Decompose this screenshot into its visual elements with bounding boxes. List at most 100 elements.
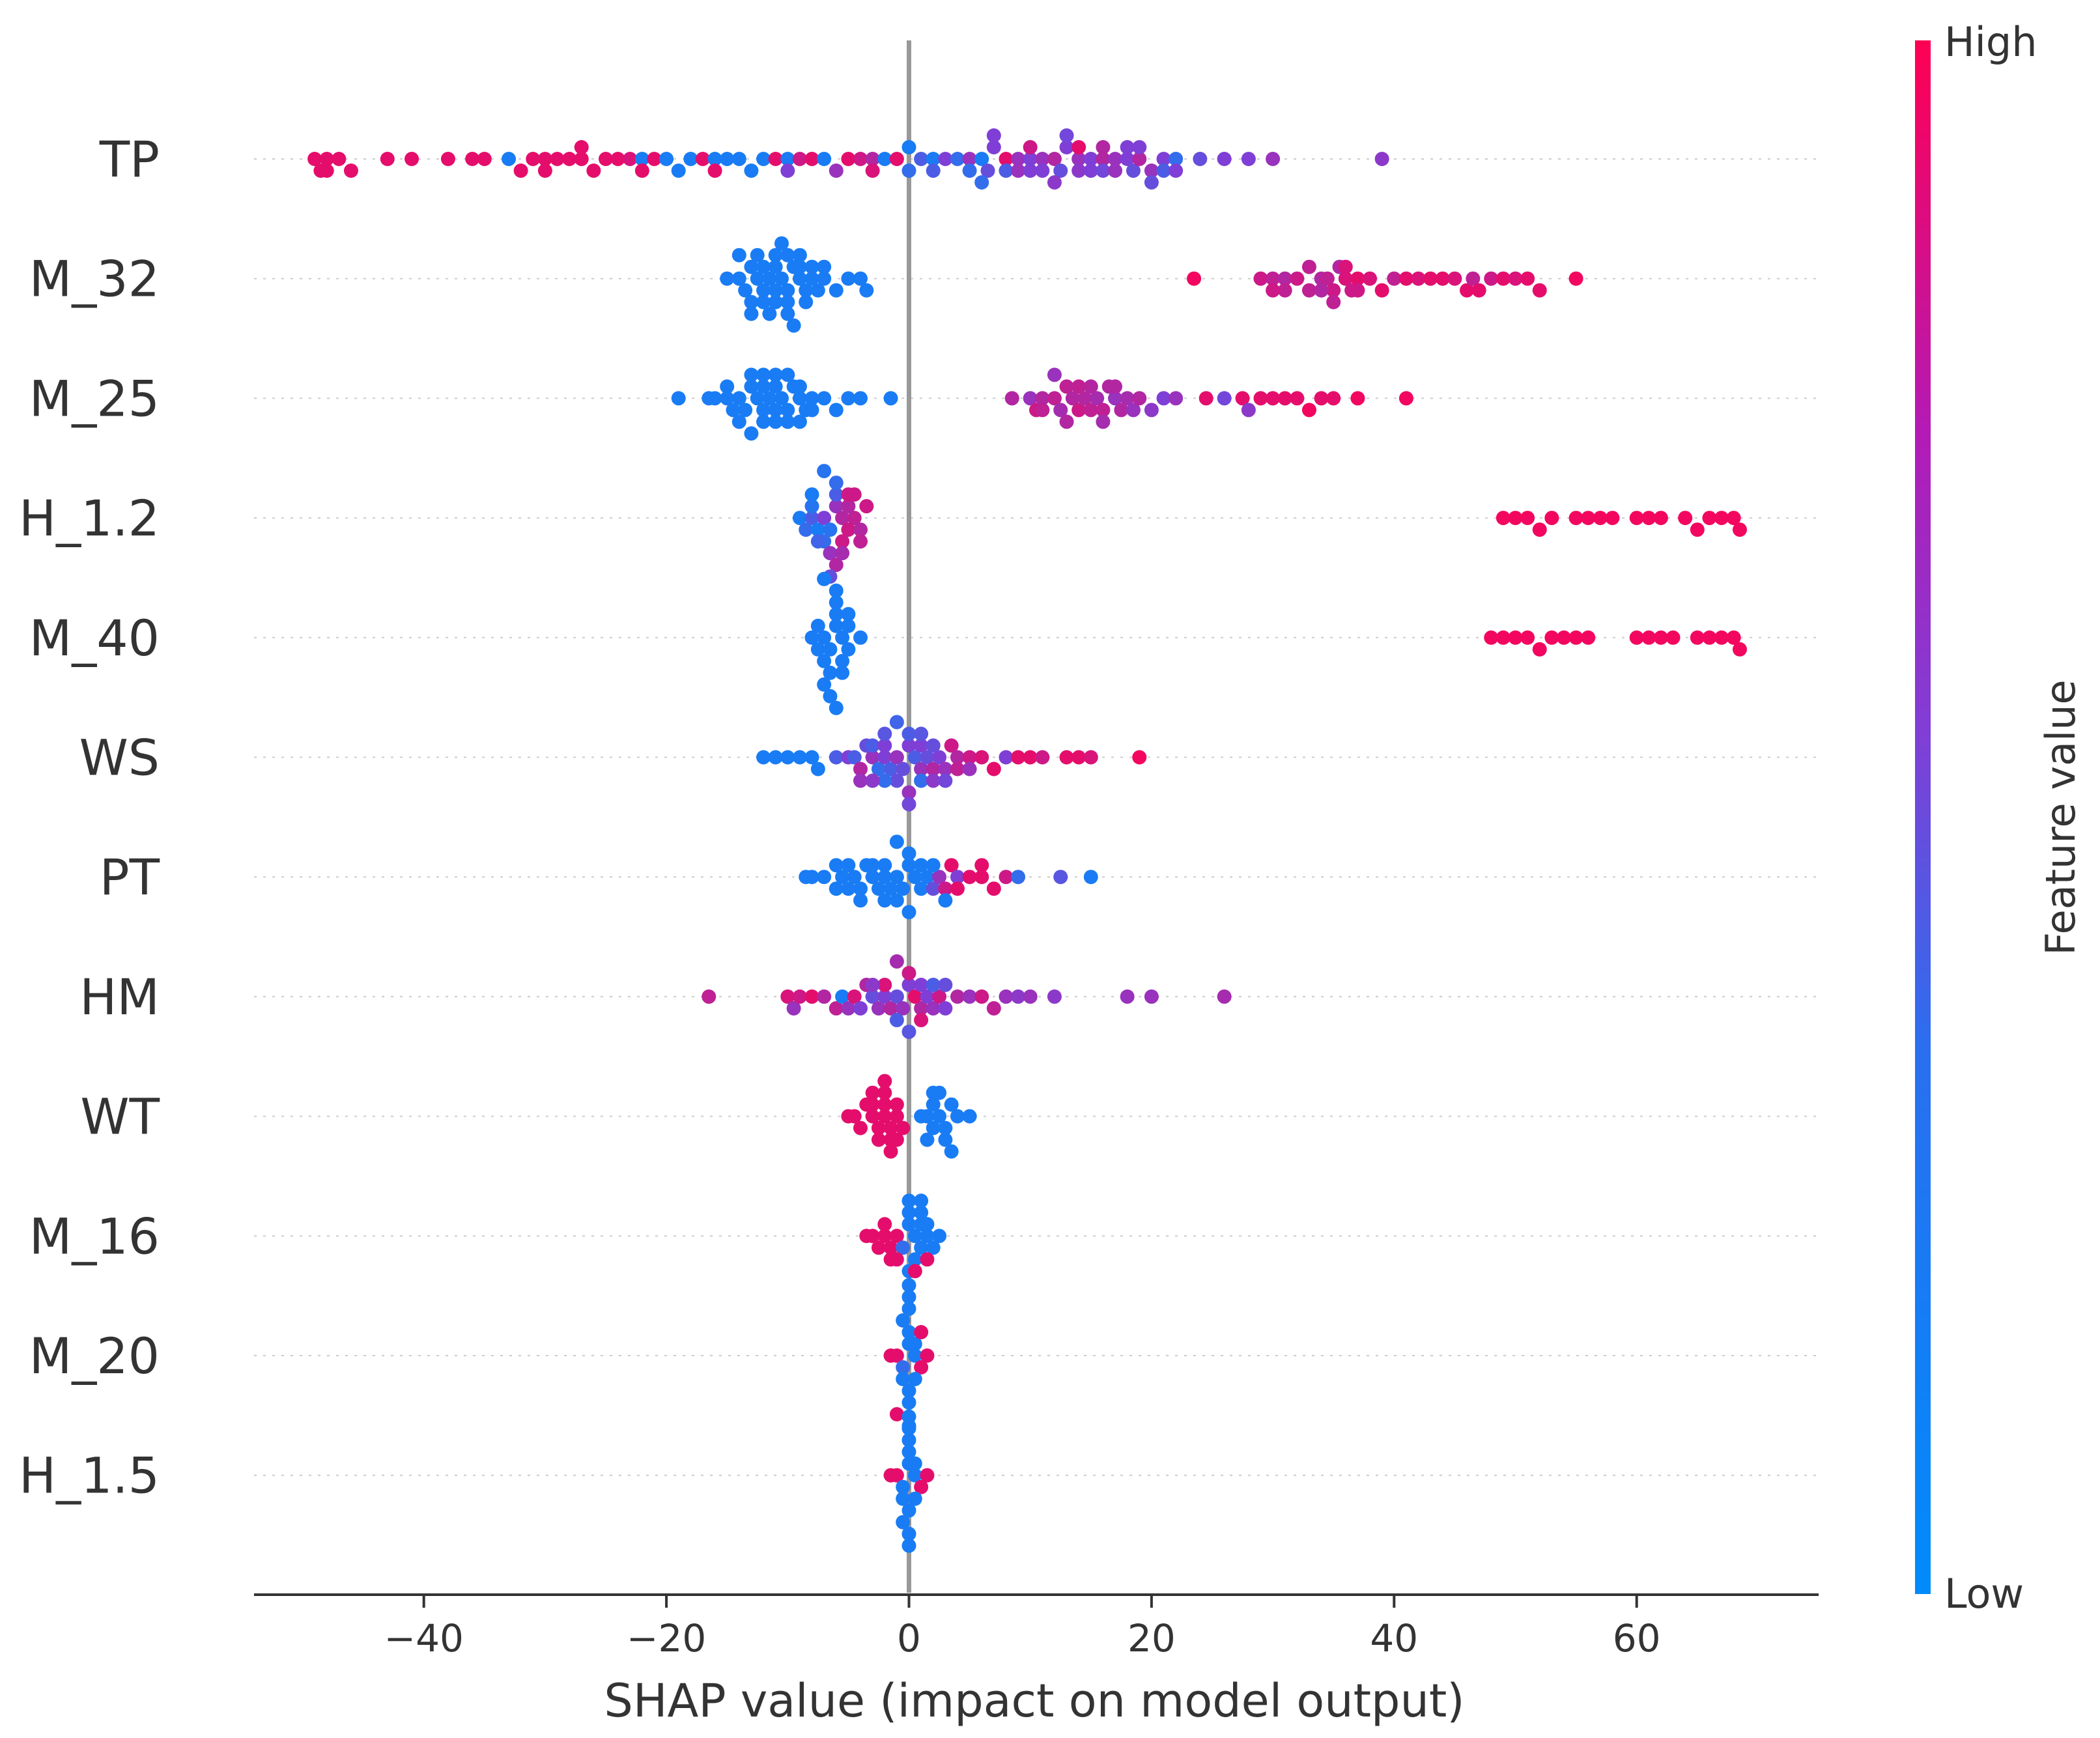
point-M_25-33: [756, 367, 771, 382]
point-WS-23: [938, 762, 953, 776]
point-TP-59: [1071, 152, 1086, 166]
point-TP-99: [1156, 164, 1171, 178]
point-WT-19: [865, 1085, 880, 1100]
point-M_32-0: [720, 271, 735, 286]
point-H_1.2-17: [823, 546, 838, 561]
point-PT-30: [1083, 870, 1098, 885]
point-PT-26: [986, 881, 1001, 896]
point-TP-89: [1035, 164, 1050, 178]
feature-label-WS: WS: [79, 729, 160, 787]
point-TP-86: [999, 164, 1014, 178]
point-M_16-12: [932, 1229, 947, 1244]
point-M_20-12: [901, 1395, 916, 1410]
point-M_40-38: [1726, 630, 1741, 645]
point-M_25-13: [780, 403, 795, 418]
point-M_32-16: [829, 283, 844, 298]
point-M_32-60: [1447, 271, 1462, 286]
point-M_32-25: [756, 294, 771, 309]
point-M_40-27: [1544, 630, 1559, 645]
point-PT-9: [865, 870, 880, 885]
point-TP-18: [598, 152, 613, 166]
point-H_1.2-2: [804, 511, 819, 526]
point-M_25-48: [1083, 403, 1098, 418]
point-TP-19: [610, 152, 625, 166]
point-TP-53: [1011, 152, 1026, 166]
point-TP-93: [1083, 164, 1098, 178]
point-M_25-3: [720, 391, 735, 406]
feature-label-TP: TP: [99, 130, 160, 188]
point-M_32-33: [786, 318, 801, 333]
point-M_16-4: [883, 1240, 898, 1255]
point-M_32-35: [731, 248, 746, 263]
point-HM-12: [865, 989, 880, 1004]
point-M_32-37: [804, 259, 819, 274]
point-WT-17: [883, 1144, 898, 1159]
point-M_40-4: [829, 618, 844, 633]
point-M_25-2: [707, 391, 722, 406]
point-HM-29: [999, 989, 1014, 1004]
point-WS-47: [926, 773, 941, 788]
point-M_25-61: [1217, 391, 1232, 406]
point-M_32-67: [1520, 271, 1535, 286]
point-H_1.5-7: [896, 1491, 911, 1506]
point-WT-15: [877, 1085, 892, 1100]
point-M_32-73: [1338, 259, 1353, 274]
point-M_32-9: [780, 283, 795, 298]
point-HM-41: [865, 977, 880, 992]
point-H_1.2-38: [1641, 511, 1656, 526]
point-WS-37: [865, 738, 880, 753]
point-TP-28: [720, 152, 735, 166]
point-M_32-75: [1277, 283, 1292, 298]
point-H_1.2-15: [841, 499, 856, 514]
point-PT-29: [1053, 870, 1068, 885]
point-M_25-60: [1199, 391, 1213, 406]
point-HM-26: [962, 989, 977, 1004]
point-TP-14: [550, 152, 565, 166]
point-H_1.2-34: [1581, 511, 1596, 526]
point-PT-1: [804, 870, 819, 885]
point-TP-26: [695, 152, 710, 166]
point-H_1.2-26: [847, 487, 862, 502]
point-TP-83: [962, 164, 977, 178]
point-M_40-9: [829, 606, 844, 621]
point-HM-3: [792, 989, 807, 1004]
point-TP-87: [1011, 164, 1026, 178]
point-M_25-22: [883, 391, 898, 406]
point-TP-21: [634, 152, 649, 166]
point-M_32-58: [1423, 271, 1438, 286]
point-M_25-11: [768, 403, 783, 418]
point-TP-82: [926, 164, 941, 178]
point-H_1.5-10: [901, 1503, 916, 1518]
x-axis-title: SHAP value (impact on model output): [604, 1674, 1464, 1728]
point-PT-38: [841, 858, 856, 873]
point-PT-21: [938, 881, 953, 896]
point-TP-27: [707, 152, 722, 166]
point-HM-10: [853, 1001, 868, 1016]
point-TP-56: [1047, 152, 1062, 166]
point-H_1.5-8: [901, 1444, 916, 1459]
feature-label-PT: PT: [100, 848, 160, 906]
point-TP-9: [477, 152, 492, 166]
point-M_20-14: [901, 1302, 916, 1316]
point-WS-20: [920, 750, 935, 765]
point-TP-47: [950, 152, 965, 166]
point-TP-52: [999, 152, 1014, 166]
point-WT-1: [847, 1109, 862, 1124]
point-M_32-12: [799, 283, 814, 298]
point-M_40-18: [823, 689, 838, 704]
point-WS-40: [901, 726, 916, 741]
point-M_32-43: [1277, 271, 1292, 286]
point-WT-18: [877, 1074, 892, 1089]
point-M_25-43: [1053, 403, 1068, 418]
point-WT-32: [944, 1144, 959, 1159]
point-M_40-29: [1568, 630, 1583, 645]
point-WS-5: [810, 762, 825, 776]
point-M_32-29: [780, 306, 795, 321]
point-HM-43: [914, 1012, 929, 1027]
point-M_20-8: [901, 1325, 916, 1339]
point-WT-27: [962, 1109, 977, 1124]
point-M_40-24: [1508, 630, 1523, 645]
feature-label-M_40: M_40: [29, 609, 160, 667]
point-M_40-35: [1690, 630, 1705, 645]
